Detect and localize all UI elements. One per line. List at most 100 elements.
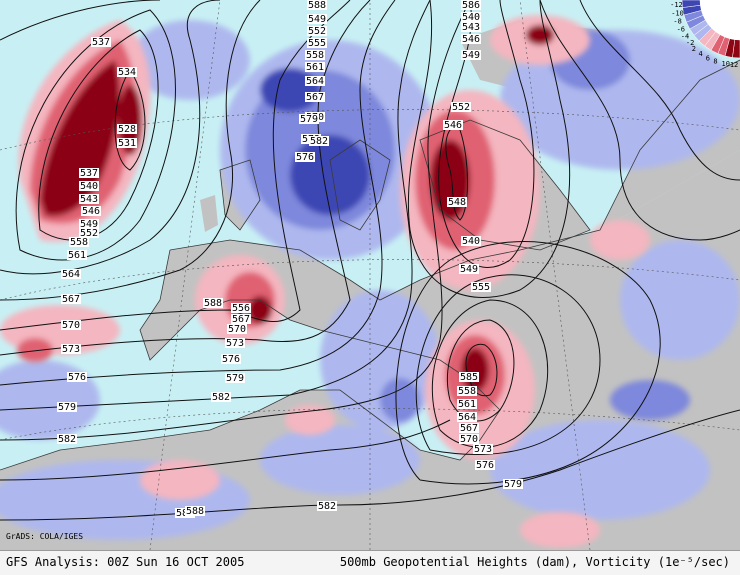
colorbar-label: -12	[670, 1, 683, 9]
contour-label-bg	[305, 92, 325, 102]
contour-label-bg	[227, 324, 247, 334]
colorbar-center	[700, 0, 740, 40]
contour-label: 549	[308, 14, 326, 25]
contour-label: 570	[228, 324, 246, 335]
contour-label: 528	[118, 124, 136, 135]
contour-label: 579	[504, 479, 522, 490]
contour-label: 558	[306, 50, 324, 61]
contour-label-bg	[459, 423, 479, 433]
contour-label: 546	[82, 206, 100, 217]
colorbar-label: 10	[722, 60, 730, 68]
contour-label-bg	[305, 50, 325, 60]
contour-label-bg	[459, 264, 479, 274]
contour-label-bg	[305, 62, 325, 72]
contour-label-bg	[475, 460, 495, 470]
contour-label-bg	[307, 38, 327, 48]
contour-label: 567	[62, 294, 80, 305]
contour-label-bg	[459, 372, 479, 382]
contour-label: 540	[462, 236, 480, 247]
contour-label-bg	[61, 269, 81, 279]
contour-label: 537	[92, 37, 110, 48]
contour-label-bg	[309, 136, 329, 146]
credit-label: GrADS: COLA/IGES	[6, 532, 84, 541]
contour-label: 582	[58, 434, 76, 445]
contour-label-bg	[57, 434, 77, 444]
contour-label: 567	[232, 314, 250, 325]
contour-label: 582	[310, 136, 328, 147]
contour-label-bg	[443, 120, 463, 130]
colorbar-label: -2	[686, 39, 694, 47]
contour-label: 549	[80, 219, 98, 230]
contour-label-bg	[457, 399, 477, 409]
contour-label: 548	[448, 197, 466, 208]
contour-label: 588	[204, 298, 222, 309]
contour-label: 579	[226, 373, 244, 384]
weather-map: 537 534 528 531 537 540 543 546 549 552 558 561 564 5…	[0, 0, 740, 550]
contour-label: 567	[460, 423, 478, 434]
contour-label-bg	[317, 501, 337, 511]
contour-label-bg	[117, 138, 137, 148]
contour-label-bg	[57, 402, 77, 412]
contour-label: 561	[458, 399, 476, 410]
contour-label: 582	[212, 392, 230, 403]
contour-label-bg	[231, 314, 251, 324]
contour-label: 570	[62, 320, 80, 331]
coastlines	[0, 59, 740, 471]
height-contours	[0, 0, 740, 521]
contour-label-bg	[69, 237, 89, 247]
contour-label-bg	[221, 354, 241, 364]
contour-label: 579	[58, 402, 76, 413]
contour-label: 555	[472, 282, 490, 293]
contour-label: 564	[458, 412, 476, 423]
contour-label-bg	[79, 228, 99, 238]
contour-label: 576	[476, 460, 494, 471]
contour-label-bg	[461, 0, 481, 10]
contour-label-bg	[471, 282, 491, 292]
contour-label-bg	[61, 320, 81, 330]
contour-label: 537	[80, 168, 98, 179]
contour-label: 540	[462, 12, 480, 23]
contour-label-bg	[461, 236, 481, 246]
contour-label-bg	[307, 26, 327, 36]
contour-label-bg	[461, 50, 481, 60]
contour-label-bg	[231, 303, 251, 313]
contour-label-bg	[225, 338, 245, 348]
contour-label: 573	[226, 338, 244, 349]
contour-label: 576	[222, 354, 240, 365]
contour-label-bg	[461, 34, 481, 44]
contour-labels: 5375345285315375405435465495525585615645…	[57, 0, 523, 519]
contour-label: 561	[306, 62, 324, 73]
analysis-time-label: GFS Analysis: 00Z Sun 16 OCT 2005	[6, 555, 245, 569]
contour-label-bg	[307, 0, 327, 10]
contour-label: 558	[458, 386, 476, 397]
colorbar-label: 12	[730, 61, 738, 69]
contour-label-bg	[67, 250, 87, 260]
contour-label: 564	[62, 269, 80, 280]
contour-label: 549	[462, 50, 480, 61]
colorbar-label: 2	[692, 45, 696, 53]
contour-label-bg	[459, 434, 479, 444]
contour-label-bg	[81, 206, 101, 216]
contour-label: 576	[296, 152, 314, 163]
contour-label: 534	[118, 67, 136, 78]
contour-label-bg	[203, 298, 223, 308]
colorbar-label: 4	[698, 50, 702, 58]
contour-label-bg	[457, 412, 477, 422]
colorbar-label: -4	[681, 33, 689, 41]
contour-label-bg	[79, 219, 99, 229]
contour-label: 558	[70, 237, 88, 248]
contour-label-bg	[447, 197, 467, 207]
contour-label-bg	[211, 392, 231, 402]
colorbar-label: -6	[677, 25, 685, 33]
contour-label: 586	[462, 0, 480, 11]
contour-label-bg	[117, 124, 137, 134]
contour-label-bg	[307, 14, 327, 24]
contour-label-bg	[117, 67, 137, 77]
contour-label-bg	[299, 114, 319, 124]
contour-label: 567	[306, 92, 324, 103]
contour-label: 531	[118, 138, 136, 149]
contour-label: 585	[460, 372, 478, 383]
contour-label-bg	[305, 76, 325, 86]
contour-label: 564	[306, 76, 324, 87]
